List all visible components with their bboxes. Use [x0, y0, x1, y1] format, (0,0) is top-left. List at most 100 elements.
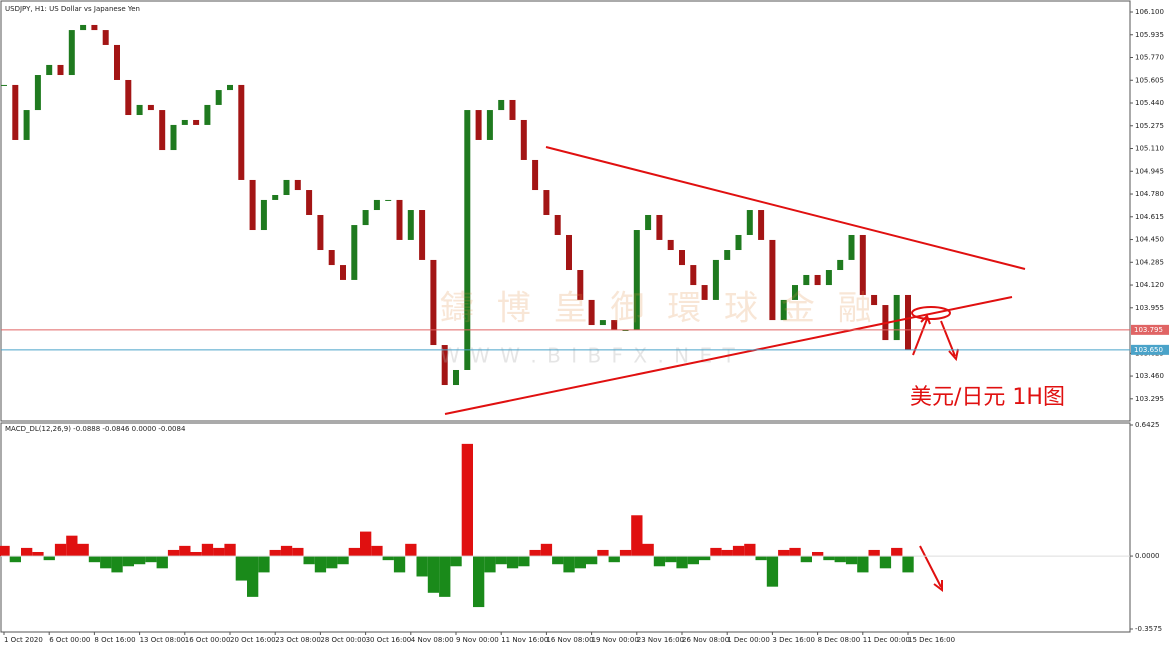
y-tick-label: 103.955: [1135, 304, 1164, 312]
candle: [543, 190, 550, 215]
histogram-bar: [597, 549, 609, 557]
candle: [633, 230, 640, 330]
candle: [68, 30, 75, 76]
candle: [746, 210, 753, 235]
y-tick-label: 106.100: [1135, 8, 1164, 16]
histogram-bar: [631, 515, 643, 557]
x-tick-label: 9 Nov 00:00: [456, 636, 499, 644]
histogram-bar: [710, 547, 722, 557]
histogram-bar: [382, 556, 394, 561]
candle: [328, 250, 335, 266]
candle: [102, 30, 109, 45]
histogram-bar: [360, 531, 372, 557]
histogram-bar: [439, 556, 451, 597]
histogram-bar: [77, 543, 89, 557]
histogram-bar: [371, 545, 383, 557]
histogram-bar: [868, 549, 880, 557]
x-tick-label: 1 Dec 00:00: [727, 636, 770, 644]
histogram-bar: [518, 556, 530, 567]
candle: [238, 84, 245, 180]
candle: [1, 84, 7, 86]
histogram-bar: [857, 556, 869, 573]
histogram-bar: [156, 556, 168, 569]
x-tick-label: 11 Dec 00:00: [863, 636, 910, 644]
candle: [735, 234, 742, 251]
histogram-bar: [9, 556, 21, 563]
y-tick-label: 104.945: [1135, 167, 1164, 175]
candle: [215, 90, 222, 105]
candle: [837, 259, 844, 271]
price-label-bg: [1131, 344, 1169, 355]
y-tick-label: 105.770: [1135, 54, 1164, 62]
candle: [724, 250, 731, 260]
histogram-bar: [653, 556, 666, 567]
histogram-bar: [21, 547, 33, 557]
candle: [622, 329, 629, 331]
y-tick-label: 105.440: [1135, 99, 1164, 107]
candle: [147, 104, 154, 111]
candle: [80, 24, 87, 31]
histogram-bar: [732, 545, 745, 557]
histogram-bar: [891, 547, 903, 557]
candle: [249, 179, 256, 231]
x-tick-label: 28 Oct 00:00: [320, 636, 366, 644]
candle: [905, 294, 911, 350]
candle: [769, 239, 776, 321]
y-tick-label: 104.120: [1135, 281, 1164, 289]
candle: [306, 190, 313, 215]
histogram-bar: [461, 443, 473, 557]
y-tick-label: 105.605: [1135, 76, 1164, 84]
x-tick-label: 20 Oct 16:00: [230, 636, 276, 644]
annotation: 美元/日元 1H图: [910, 385, 1065, 410]
histogram-bar: [845, 556, 858, 565]
candle: [12, 84, 19, 140]
y-tick-label: -0.3575: [1135, 625, 1162, 633]
candle: [645, 214, 652, 231]
histogram-bar: [427, 556, 440, 593]
histogram-bar: [608, 556, 620, 563]
highlight: [911, 306, 951, 320]
candle: [701, 285, 708, 300]
histogram-bar: [179, 545, 191, 557]
histogram-bar: [879, 556, 892, 569]
candle: [566, 234, 572, 271]
histogram-bar: [619, 549, 632, 557]
candle: [23, 110, 30, 140]
histogram-bar: [574, 556, 586, 569]
histogram-bar: [450, 556, 462, 567]
candle: [283, 179, 290, 195]
candle: [125, 79, 132, 116]
histogram-bar: [134, 556, 146, 565]
histogram-bar: [224, 543, 236, 557]
histogram-bar: [416, 556, 428, 577]
candle: [340, 265, 346, 280]
histogram-bar: [902, 556, 914, 573]
y-tick-label: 103.295: [1135, 395, 1164, 403]
x-tick-label: 23 Oct 08:00: [275, 636, 321, 644]
histogram-bar: [190, 551, 202, 557]
histogram-bar: [755, 556, 767, 561]
candle: [814, 274, 821, 286]
histogram-bar: [473, 556, 485, 608]
histogram-bar: [201, 543, 214, 557]
histogram-bar: [823, 556, 835, 561]
candle: [351, 225, 358, 280]
candle: [294, 179, 301, 191]
candle: [656, 214, 663, 240]
histogram-bar: [66, 535, 78, 557]
histogram-bar: [540, 543, 553, 557]
histogram-bar: [676, 556, 688, 569]
histogram-bar: [337, 556, 349, 565]
candle: [362, 210, 369, 226]
histogram-bar: [167, 549, 180, 557]
candle: [272, 194, 279, 200]
candle: [260, 199, 267, 231]
price-label: 103.795: [1134, 326, 1163, 334]
candle: [91, 24, 98, 31]
candle: [385, 199, 392, 201]
candle: [520, 119, 527, 160]
candle: [159, 110, 166, 151]
histogram-bar: [563, 556, 575, 573]
histogram-bar: [721, 549, 733, 557]
